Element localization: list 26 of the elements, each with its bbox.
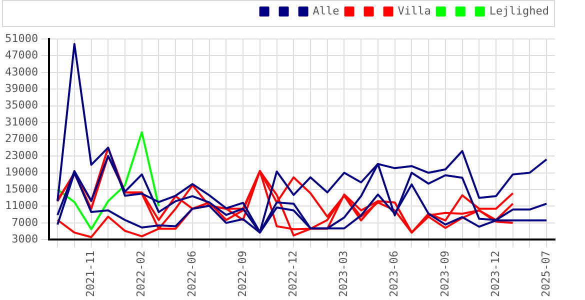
x-tick-label: 2025-07 xyxy=(539,250,552,297)
x-tick-label: 2023-03 xyxy=(337,250,350,297)
x-tick-label: 2022-09 xyxy=(236,250,249,297)
y-tick-label: 43000 xyxy=(4,65,38,78)
legend-label: Villa xyxy=(398,4,431,18)
y-tick-label: 31000 xyxy=(4,115,38,128)
x-tick-label: 2022-12 xyxy=(286,250,300,297)
y-tick-label: 47000 xyxy=(4,48,38,62)
y-tick-label: 51000 xyxy=(4,32,38,45)
y-tick-label: 27000 xyxy=(4,132,38,146)
y-tick-label: 39000 xyxy=(4,82,38,96)
x-tick-label: 2022-02 xyxy=(134,250,148,297)
x-tick-label: 2023-12 xyxy=(488,250,502,297)
x-tick-label: 2021-11 xyxy=(84,250,98,297)
legend-label: Alle xyxy=(312,4,340,18)
legend-label: Lejlighed xyxy=(489,4,550,18)
y-tick-label: 23000 xyxy=(4,148,38,162)
y-tick-label: 11000 xyxy=(4,199,38,212)
y-tick-label: 3000 xyxy=(12,232,38,246)
y-tick-label: 19000 xyxy=(4,166,38,179)
x-tick-label: 2023-09 xyxy=(438,250,452,297)
y-tick-label: 35000 xyxy=(4,98,38,112)
x-tick-label: 2022-06 xyxy=(185,250,198,297)
y-tick-label: 7000 xyxy=(12,216,38,229)
x-tick-label: 2023-06 xyxy=(388,250,401,297)
y-tick-label: 15000 xyxy=(4,182,38,196)
